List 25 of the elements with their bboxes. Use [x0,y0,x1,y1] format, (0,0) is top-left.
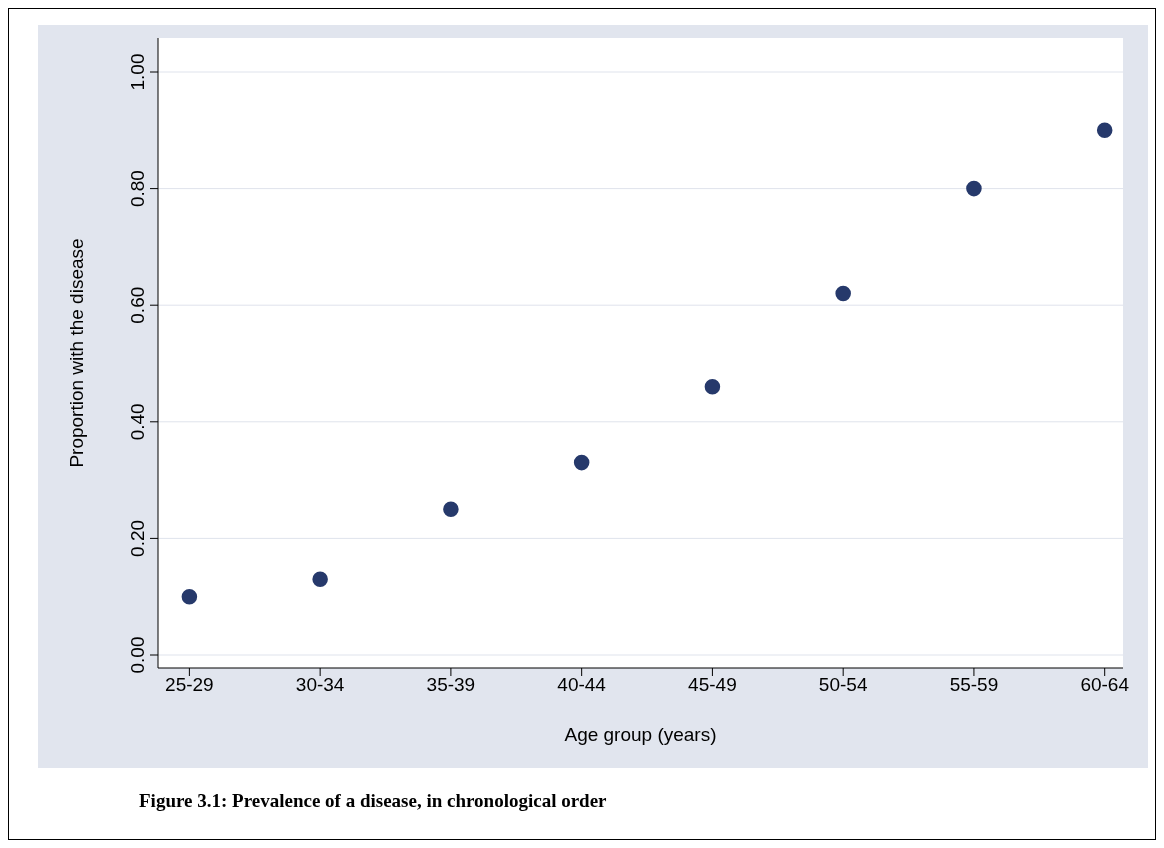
x-tick-label: 50-54 [818,674,868,696]
x-tick-label: 60-64 [1080,674,1130,696]
x-tick-label: 35-39 [426,674,476,696]
y-axis-title: Proportion with the disease [65,238,87,468]
point [181,588,198,605]
y-tick-label: 0.60 [127,286,148,324]
point [312,571,328,587]
text: Figure 3.1: Prevalence of a disease, in chronological order [139,790,607,812]
y-tick-label: 0.00 [127,636,148,674]
x-tick-label: 25-29 [165,674,214,696]
y-tick-label: 1.00 [127,53,148,91]
y-tick-label: 0.40 [127,403,148,441]
y-tick-label: 0.20 [127,519,148,557]
point [835,285,851,302]
x-tick-label: 45-49 [688,674,737,696]
point [966,180,982,197]
x-tick-label: 55-59 [949,674,999,696]
point [443,501,459,518]
point [704,379,721,395]
y-tick-label: 0.80 [127,170,148,208]
x-axis-title: Age group (years) [564,724,717,745]
x-tick-label: 40-44 [557,674,607,696]
point [573,454,590,471]
point [1096,122,1113,139]
x-tick-label: 30-34 [295,674,345,696]
